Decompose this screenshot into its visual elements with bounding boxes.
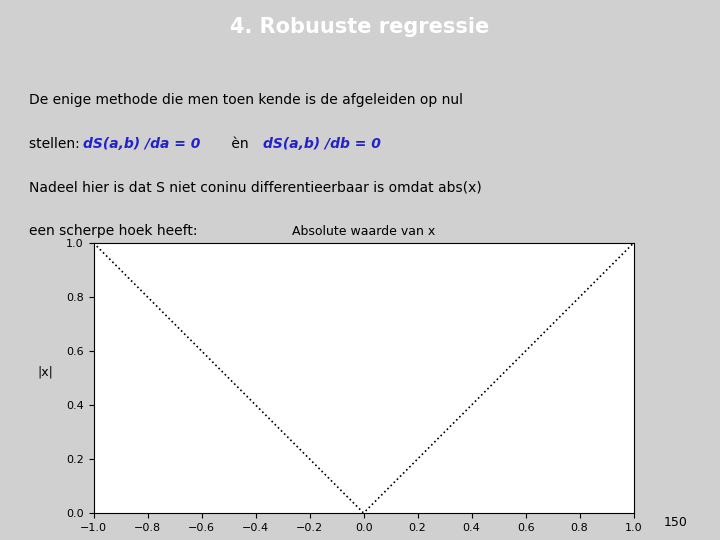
Text: De enige methode die men toen kende is de afgeleiden op nul: De enige methode die men toen kende is d… xyxy=(29,93,463,107)
Text: dS(a,b) /da = 0: dS(a,b) /da = 0 xyxy=(83,137,200,151)
Text: 4. Robuuste regressie: 4. Robuuste regressie xyxy=(230,17,490,37)
Text: een scherpe hoek heeft:: een scherpe hoek heeft: xyxy=(29,224,197,238)
Text: 150: 150 xyxy=(664,516,688,529)
X-axis label: x: x xyxy=(360,538,367,540)
Y-axis label: |x|: |x| xyxy=(37,365,53,378)
Text: dS(a,b) /db = 0: dS(a,b) /db = 0 xyxy=(263,137,381,151)
Text: èn: èn xyxy=(227,137,253,151)
Title: Absolute waarde van x: Absolute waarde van x xyxy=(292,225,435,238)
Text: Nadeel hier is dat S niet coninu differentieerbaar is omdat abs(x): Nadeel hier is dat S niet coninu differe… xyxy=(29,180,482,194)
Text: stellen:: stellen: xyxy=(29,137,89,151)
